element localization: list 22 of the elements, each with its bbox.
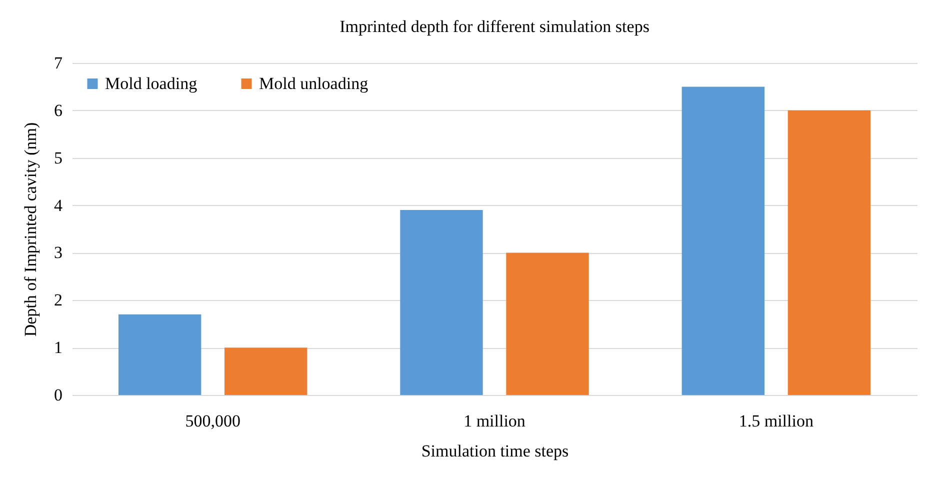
y-tick-label: 7 — [54, 54, 63, 72]
y-tick-label: 6 — [54, 100, 62, 120]
x-tick-label: 500,000 — [185, 412, 240, 430]
bar — [400, 210, 483, 395]
legend-label: Mold unloading — [259, 74, 369, 93]
y-axis-title: Depth of Imprinted cavity (nm) — [21, 122, 40, 337]
x-tick-label: 1.5 million — [738, 412, 814, 430]
y-tick-label: 0 — [54, 386, 62, 404]
bar — [224, 348, 308, 395]
y-tick-label: 5 — [54, 148, 62, 168]
bar — [118, 314, 202, 395]
x-tick-label: 1 million — [464, 412, 526, 430]
y-tick-label: 2 — [54, 290, 62, 310]
legend-label: Mold loading — [105, 74, 198, 93]
y-tick-label: 3 — [54, 243, 62, 262]
y-tick-label: 4 — [54, 196, 63, 215]
bar — [506, 252, 589, 395]
bar — [788, 110, 871, 395]
x-axis-title: Simulation time steps — [421, 442, 569, 460]
bar — [682, 86, 765, 395]
chart-title: Imprinted depth for different simulation steps — [340, 17, 650, 36]
y-tick-label: 1 — [54, 338, 62, 358]
